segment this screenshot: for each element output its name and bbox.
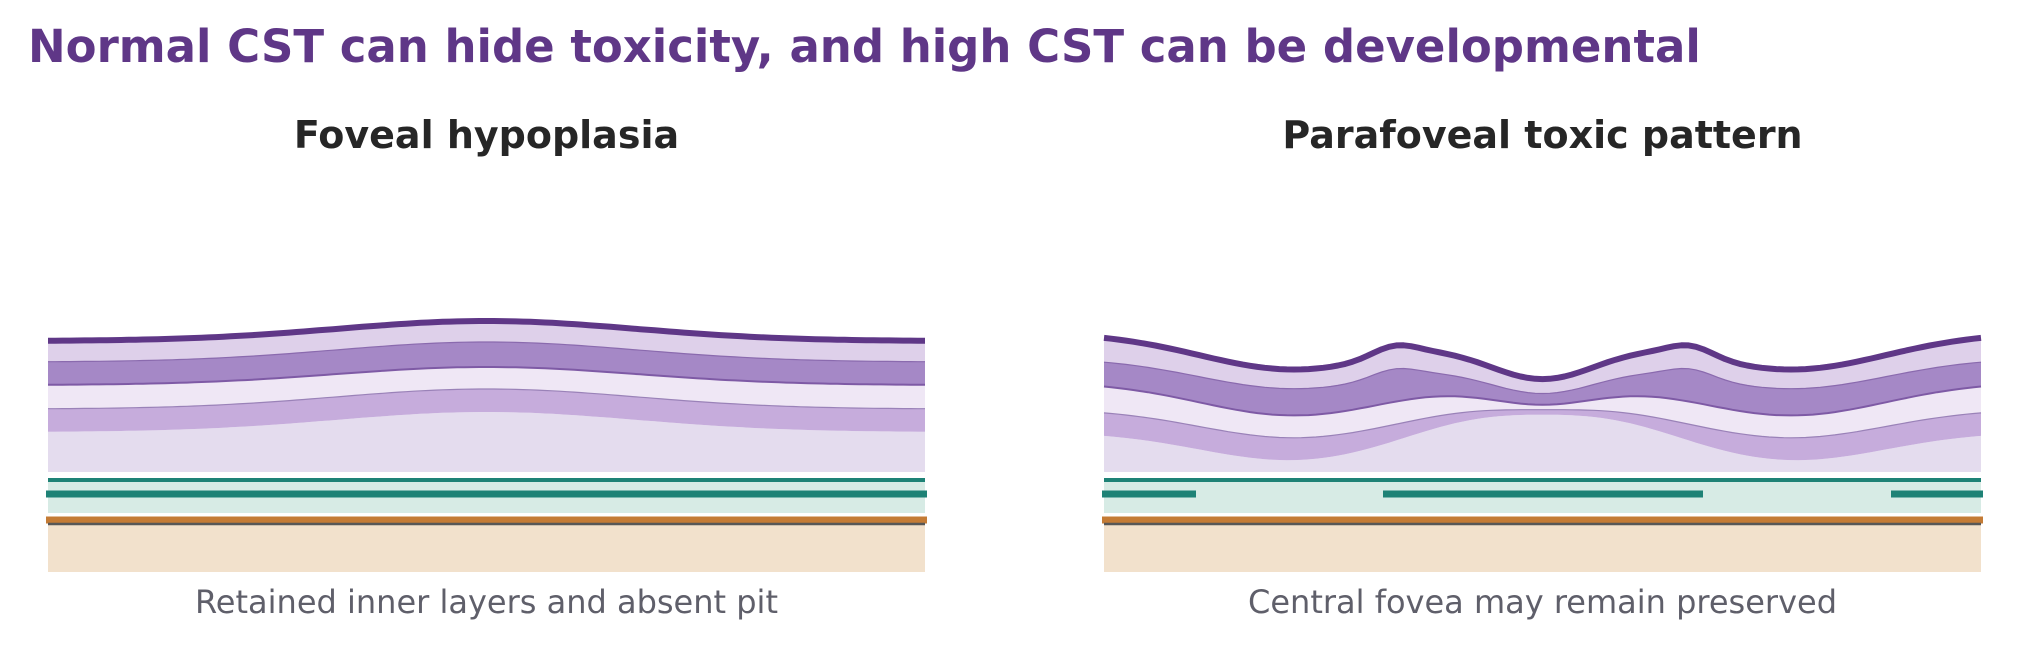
panel-title: Parafoveal toxic pattern bbox=[1282, 113, 1803, 157]
panel-title: Foveal hypoplasia bbox=[293, 113, 680, 157]
choroid bbox=[48, 524, 925, 572]
inner-nuclear-layer bbox=[48, 389, 925, 432]
inner-plexiform-layer bbox=[48, 367, 925, 409]
panel-caption: Retained inner layers and absent pit bbox=[195, 583, 778, 621]
inner-limiting-membrane bbox=[1103, 334, 1982, 383]
outer-nuclear-layer bbox=[48, 412, 925, 472]
outer-nuclear-layer bbox=[1104, 414, 1981, 472]
gcl-boundary bbox=[1103, 385, 1982, 417]
ganglion-cell-layer bbox=[48, 342, 925, 385]
nfl-boundary bbox=[1103, 361, 1982, 395]
nerve-fiber-layer bbox=[1104, 337, 1981, 394]
ipl-boundary bbox=[1103, 409, 1982, 439]
nfl-boundary bbox=[48, 341, 925, 363]
figure-title: Normal CST can hide toxicity, and high C… bbox=[28, 20, 1701, 73]
inner-nuclear-layer bbox=[1104, 409, 1981, 461]
nerve-fiber-layer bbox=[48, 321, 925, 362]
inner-plexiform-layer bbox=[1104, 386, 1981, 438]
retina-cross-section-hypoplasia bbox=[46, 318, 927, 572]
inner-limiting-membrane bbox=[48, 318, 925, 344]
panel-foveal-hypoplasia: Foveal hypoplasia Retained inner layers … bbox=[46, 0, 927, 647]
ganglion-cell-layer bbox=[1104, 362, 1981, 416]
gcl-boundary bbox=[48, 366, 925, 386]
ipl-boundary bbox=[48, 388, 925, 410]
choroid bbox=[1104, 524, 1981, 572]
retina-cross-section-toxic bbox=[1102, 334, 1983, 572]
panel-caption: Central fovea may remain preserved bbox=[1248, 583, 1837, 621]
panel-parafoveal-toxic-pattern: Parafoveal toxic pattern Central fovea m… bbox=[1102, 0, 1983, 647]
